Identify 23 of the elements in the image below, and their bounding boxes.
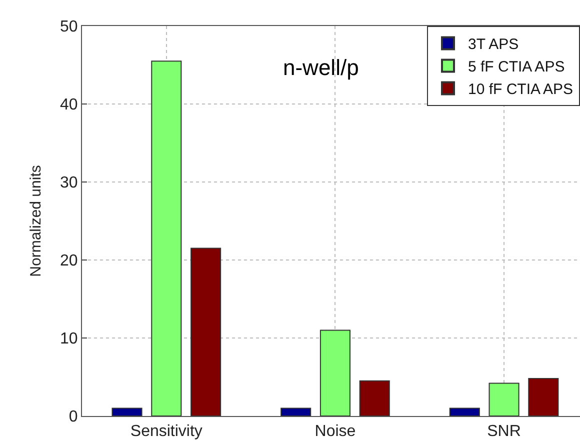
legend-label: 5 fF CTIA APS [468,58,565,76]
bar [359,380,390,416]
legend-label: 3T APS [468,36,519,54]
y-tick-label: 20 [60,252,78,270]
bar [320,330,350,416]
x-tick-label: SNR [487,423,521,440]
bar [112,408,142,416]
y-tick-label: 50 [60,18,78,36]
annotation: n-well/p [283,55,359,80]
y-tick-label: 40 [60,96,78,114]
bar [190,248,222,416]
bar [488,382,520,416]
bar [528,378,559,416]
y-tick-label: 10 [60,330,78,348]
x-tick-label: Sensitivity [130,423,202,440]
x-tick-label: Noise [314,423,356,440]
y-tick-label: 30 [60,174,78,192]
bar [449,408,480,416]
legend-label: 10 fF CTIA APS [468,81,574,98]
bar [280,408,312,416]
bar [151,60,182,416]
y-axis-title: Normalized units [27,165,44,277]
y-tick-label: 0 [68,408,78,426]
